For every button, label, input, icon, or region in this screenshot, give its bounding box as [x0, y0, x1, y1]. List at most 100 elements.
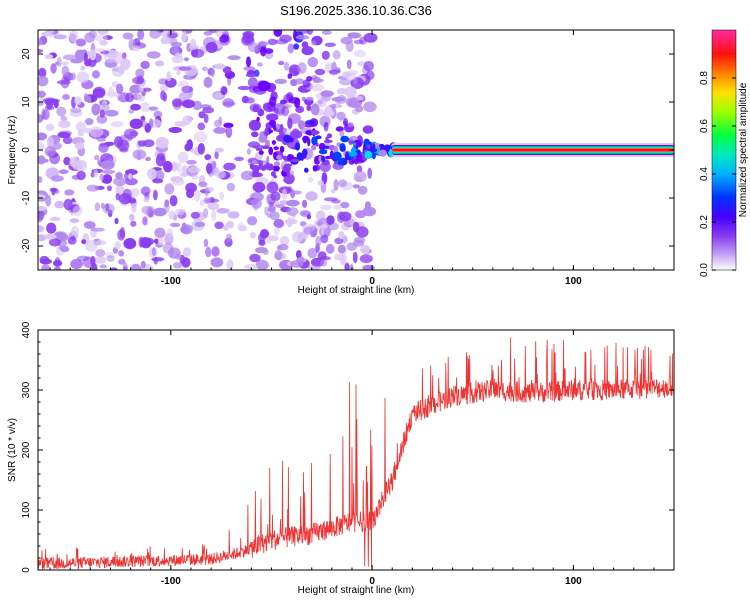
colorbar-tick-label: 0.2 — [699, 215, 710, 229]
heatmap-blob — [270, 171, 276, 177]
heatmap-blob — [305, 130, 311, 135]
heatmap-blob — [99, 264, 108, 269]
heatmap-blob — [129, 130, 139, 137]
heatmap-blob — [74, 49, 86, 61]
heatmap-blob — [247, 77, 258, 89]
heatmap-blob — [203, 197, 211, 205]
heatmap-blob — [58, 169, 69, 174]
snr-panel: -100 0 100 0 100 200 300 400 Height of straight… — [7, 321, 675, 596]
heatmap-blob — [136, 150, 141, 161]
heatmap-blob — [137, 30, 145, 40]
heatmap-blob — [252, 104, 260, 112]
heatmap-blob — [93, 169, 99, 178]
heatmap-blob — [113, 176, 127, 187]
heatmap-blob — [308, 177, 314, 183]
heatmap-blob — [264, 206, 269, 216]
heatmap-blob — [338, 179, 348, 188]
heatmap-blob — [359, 36, 367, 45]
heatmap-blob — [169, 195, 178, 207]
heatmap-blob — [282, 155, 287, 161]
heatmap-blob — [160, 36, 171, 45]
heatmap-blob — [198, 111, 206, 119]
heatmap-blob — [96, 159, 102, 165]
heatmap-blob — [320, 226, 325, 236]
heatmap-blob — [271, 140, 276, 145]
heatmap-blob — [107, 185, 112, 192]
heatmap-blob — [333, 204, 342, 210]
heatmap-blob — [114, 241, 121, 250]
heatmap-blob — [337, 244, 346, 254]
colorbar-gradient — [711, 29, 737, 271]
heatmap-blob — [89, 49, 97, 61]
heatmap-blob — [171, 178, 185, 186]
heatmap-blob — [143, 197, 150, 203]
heatmap-blob — [336, 111, 346, 121]
heatmap-blob — [363, 32, 378, 43]
heatmap-blob — [94, 34, 108, 42]
heatmap-blob — [252, 172, 256, 178]
heatmap-blob — [320, 234, 329, 244]
heatmap-blob — [140, 102, 151, 113]
heatmap-blob — [157, 237, 164, 246]
heatmap-blob — [372, 151, 376, 160]
heatmap-blob — [279, 34, 292, 43]
heatmap-blob — [38, 114, 44, 123]
heatmap-blob — [219, 34, 230, 43]
heatmap-blob — [130, 263, 142, 270]
heatmap-blob — [345, 72, 357, 81]
heatmap-blob — [153, 189, 158, 201]
heatmap-blob — [39, 255, 50, 264]
heatmap-blob — [171, 55, 184, 64]
heatmap-blob — [338, 211, 352, 222]
heatmap-blob — [178, 66, 192, 71]
heatmap-blob — [267, 38, 278, 46]
heatmap-blob — [129, 84, 142, 94]
heatmap-blob — [306, 96, 314, 101]
heatmap-blob — [365, 70, 375, 81]
heatmap-blob — [301, 96, 306, 102]
heatmap-blob — [38, 75, 49, 87]
heatmap-blob — [353, 239, 365, 247]
heatmap-blob — [274, 78, 287, 85]
heatmap-blob — [210, 257, 224, 268]
heatmap-blob — [268, 129, 273, 133]
heatmap-blob — [362, 125, 374, 134]
heatmap-blob — [84, 32, 96, 43]
heatmap-blob — [101, 144, 109, 152]
heatmap-blob — [54, 200, 65, 209]
heatmap-blob — [264, 127, 270, 137]
heatmap-blob — [237, 85, 251, 91]
heatmap-blob — [128, 109, 135, 114]
heatmap-blob — [307, 57, 319, 68]
heatmap-blob — [50, 175, 64, 182]
heatmap-blob — [347, 122, 354, 128]
heatmap-blob — [315, 235, 322, 247]
heatmap-blob — [152, 178, 164, 184]
heatmap-blob — [86, 95, 92, 104]
heatmap-blob — [263, 48, 274, 54]
heatmap-blob — [205, 246, 212, 258]
heatmap-blob — [213, 92, 224, 99]
heatmap-blob — [61, 61, 69, 66]
heatmap-blob — [326, 215, 335, 225]
heatmap-blob — [51, 187, 56, 196]
heatmap-blob — [38, 176, 43, 184]
heatmap-blob — [140, 60, 150, 70]
heatmap-blob — [301, 46, 314, 56]
heatmap-blob — [48, 238, 61, 247]
heatmap-blob — [207, 158, 214, 164]
heatmap-blob — [194, 189, 201, 202]
x-tick-label: 100 — [565, 276, 582, 287]
heatmap-blob — [210, 69, 215, 78]
heatmap-blob — [115, 172, 123, 180]
heatmap-blob — [303, 226, 314, 235]
heatmap-blob — [129, 118, 143, 129]
heatmap-blob — [367, 167, 373, 179]
heatmap-blob — [283, 127, 287, 133]
heatmap-blob — [145, 156, 151, 162]
x-tick-label: 100 — [565, 576, 582, 587]
heatmap-blob — [190, 211, 201, 219]
heatmap-blob — [336, 88, 348, 95]
heatmap-blob — [116, 83, 124, 94]
heatmap-blob — [245, 72, 257, 78]
